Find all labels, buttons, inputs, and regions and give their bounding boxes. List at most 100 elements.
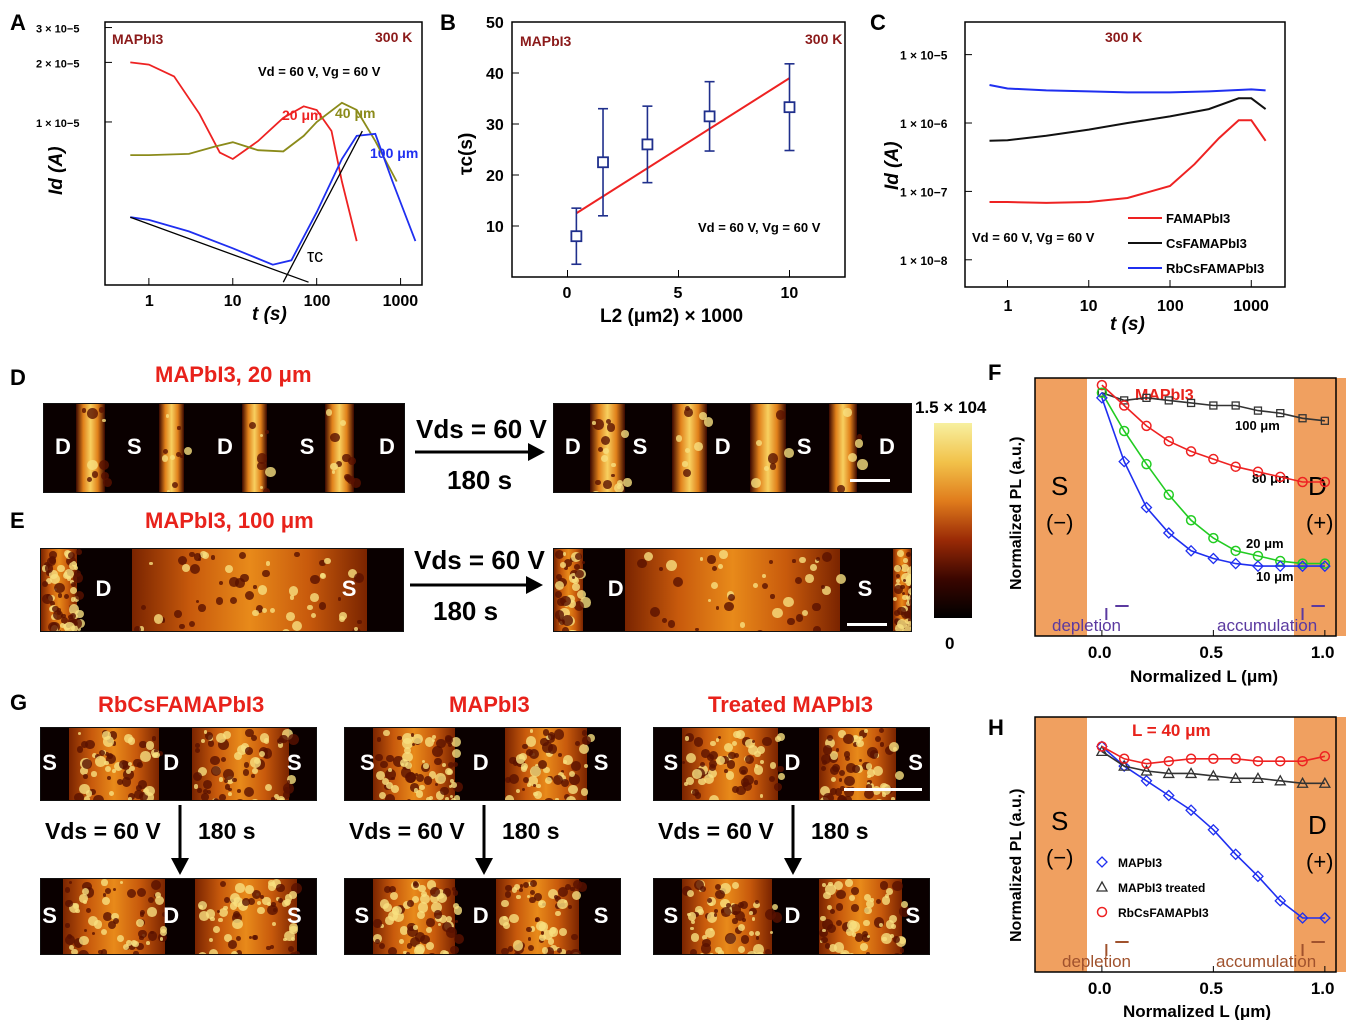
panel-label-f: F (988, 360, 1002, 385)
panel-f-right-sign: (+) (1306, 510, 1334, 535)
pl-speckle (79, 783, 91, 795)
pl-speckle (150, 879, 161, 890)
pl-speckle (405, 952, 411, 954)
panel-a-series-2 (130, 132, 417, 266)
pl-speckle (65, 900, 73, 908)
pl-speckle (440, 786, 449, 795)
pl-speckle (337, 596, 342, 601)
pl-speckle (434, 910, 443, 919)
panel-c-xtick-label: 100 (1157, 298, 1184, 315)
pl-speckle (521, 787, 526, 792)
pl-speckle (60, 623, 66, 629)
pl-speckle (125, 768, 131, 774)
panel-b-ytick-label: 10 (486, 219, 504, 236)
pl-speckle (412, 895, 420, 903)
pl-speckle (742, 781, 753, 791)
pl-speckle (61, 614, 66, 619)
panel-b-ytick-label: 30 (486, 117, 504, 134)
panel-a-xtick-label: 10 (224, 293, 242, 310)
pl-speckle (263, 738, 270, 744)
pl-speckle (525, 735, 537, 747)
pl-speckle (211, 765, 222, 776)
pl-speckle (425, 927, 432, 933)
pl-speckle (690, 926, 695, 931)
pl-speckle (650, 606, 661, 617)
pl-speckle (429, 893, 439, 903)
pl-speckle (739, 622, 745, 628)
pl-speckle (829, 765, 839, 775)
electrode-label: S (42, 750, 57, 775)
pl-speckle (843, 787, 854, 797)
pl-speckle (100, 929, 107, 936)
pl-speckle (500, 899, 509, 908)
pl-speckle (71, 948, 78, 954)
pl-speckle (310, 592, 319, 602)
pl-speckle (835, 748, 840, 753)
pl-speckle (145, 741, 154, 750)
pl-point (1162, 789, 1175, 802)
pl-speckle (215, 732, 226, 743)
pl-speckle (867, 781, 871, 785)
panel-a-ytick-label: 3 × 10−5 (36, 24, 79, 36)
panel-g-title-0: RbCsFAMAPbI3 (98, 692, 265, 717)
pl-speckle (740, 935, 749, 944)
pl-speckle (52, 609, 63, 621)
panel-b-xlabel: L2 (μm2) × 1000 (600, 306, 743, 327)
pl-speckle (330, 432, 340, 443)
pl-point (1207, 769, 1220, 781)
pl-speckle (859, 942, 868, 951)
pl-speckle (380, 760, 388, 769)
pl-speckle (49, 601, 55, 607)
pl-speckle (339, 420, 346, 427)
panel-c-series-0 (989, 119, 1267, 204)
pl-speckle (113, 762, 124, 772)
pl-speckle (387, 946, 398, 954)
pl-speckle (180, 454, 184, 459)
pl-speckle (717, 736, 721, 740)
pl-speckle (719, 550, 728, 559)
panel-c-ytick-label: 1 × 10−8 (900, 254, 948, 268)
pl-speckle (776, 733, 785, 742)
pl-speckle (894, 584, 903, 594)
pl-speckle (569, 770, 576, 777)
pl-speckle (107, 753, 113, 759)
pl-speckle (713, 909, 719, 914)
electrode-label: D (784, 750, 801, 775)
pl-speckle (755, 936, 760, 940)
panel-b-ytick-label: 20 (486, 168, 504, 185)
pl-speckle (146, 941, 151, 945)
pl-speckle (554, 610, 565, 620)
pl-speckle (257, 906, 265, 915)
pl-speckle (223, 778, 229, 784)
pl-speckle (447, 762, 454, 769)
pl-speckle (864, 906, 873, 915)
panel-c-ytick-label: 1 × 10−5 (900, 49, 948, 63)
electrode-label: S (287, 750, 302, 775)
pl-speckle (452, 886, 456, 891)
electrode-label: D (472, 902, 489, 928)
pl-speckle (659, 566, 664, 571)
pl-speckle (735, 729, 745, 739)
pl-speckle (189, 563, 200, 574)
pl-speckle (113, 917, 120, 925)
pl-speckle (218, 776, 224, 782)
pl-point (1162, 527, 1175, 539)
pl-speckle (831, 776, 837, 782)
pl-speckle (769, 775, 776, 782)
pl-speckle (846, 928, 855, 937)
pl-speckle (562, 754, 574, 766)
pl-speckle (236, 950, 243, 954)
pl-speckle (582, 730, 588, 736)
pl-speckle (76, 549, 82, 555)
panel-c-frame (964, 21, 1286, 288)
pl-speckle (852, 741, 858, 747)
pl-speckle (521, 762, 529, 770)
pl-speckle (693, 737, 704, 747)
pl-speckle (770, 594, 775, 599)
pl-speckle (402, 733, 414, 745)
pl-speckle (884, 746, 894, 756)
pl-speckle (530, 889, 536, 896)
pl-speckle (866, 763, 873, 770)
